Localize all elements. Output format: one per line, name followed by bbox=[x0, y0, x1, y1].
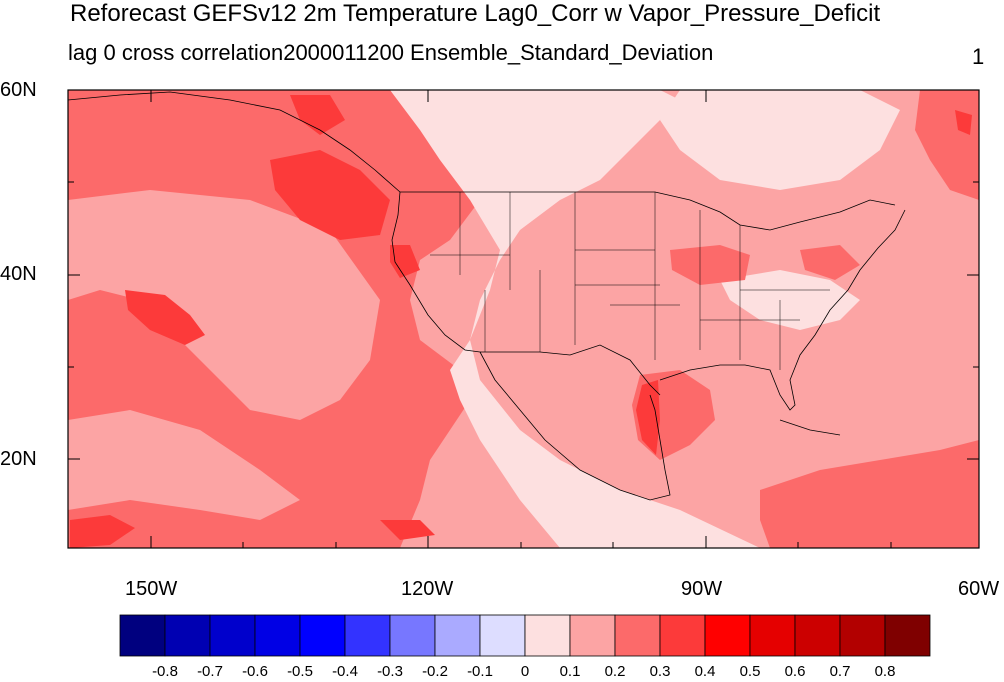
us-west-coast bbox=[391, 191, 481, 353]
field-stronger-3 bbox=[70, 515, 135, 548]
gulf-coast bbox=[659, 209, 906, 411]
colorbar-tick-label: 0 bbox=[521, 663, 529, 680]
colorbar-swatch bbox=[299, 614, 346, 657]
colorbar-tick-label: -0.1 bbox=[467, 663, 493, 680]
map-panel bbox=[67, 89, 980, 549]
field-stronger-alaska bbox=[290, 95, 345, 135]
colorbar-swatch bbox=[209, 614, 256, 657]
state-lines-east bbox=[654, 192, 830, 370]
field-strong-caribbean bbox=[760, 440, 979, 548]
lon-label-150w: 150W bbox=[125, 578, 178, 600]
colorbar-swatch bbox=[254, 614, 301, 657]
lat-label-40n: 40N bbox=[0, 263, 37, 285]
cuba bbox=[779, 419, 841, 436]
colorbar-swatch bbox=[164, 614, 211, 657]
colorbar-swatch bbox=[794, 614, 841, 657]
axis-ticks bbox=[68, 89, 980, 548]
colorbar-tick-label: -0.6 bbox=[242, 663, 268, 680]
us-border-north bbox=[400, 191, 896, 231]
field-stronger-4 bbox=[380, 520, 435, 540]
mexico-coast bbox=[479, 351, 671, 501]
colorbar-tick-label: 0.3 bbox=[650, 663, 671, 680]
colorbar-tick-label: -0.5 bbox=[287, 663, 313, 680]
field-light-ne bbox=[660, 90, 900, 190]
colorbar-swatch bbox=[884, 614, 931, 657]
colorbar-swatch bbox=[434, 614, 481, 657]
lon-label-120w: 120W bbox=[401, 578, 454, 600]
colorbar-tick-label: 0.4 bbox=[695, 663, 716, 680]
colorbar: -0.8 -0.7 -0.6 -0.5 -0.4 -0.3 -0.2 -0.1 0 0.1 0.2 0… bbox=[119, 614, 931, 680]
colorbar-swatch bbox=[479, 614, 526, 657]
field-light-land bbox=[390, 90, 760, 548]
colorbar-swatch bbox=[749, 614, 796, 657]
colorbar-tick-label: -0.4 bbox=[332, 663, 358, 680]
map-subtitle: lag 0 cross correlation2000011200 Ensemb… bbox=[68, 40, 714, 65]
colorbar-swatch bbox=[524, 614, 571, 657]
map-title: Reforecast GEFSv12 2m Temperature Lag0_C… bbox=[70, 0, 881, 27]
canada-coast bbox=[67, 91, 401, 193]
lat-label-20n: 20N bbox=[0, 448, 37, 470]
colorbar-tick-label: 0.1 bbox=[560, 663, 581, 680]
field-strong-alaska bbox=[225, 105, 290, 135]
field-stronger-1 bbox=[270, 150, 390, 240]
colorbar-swatch bbox=[344, 614, 391, 657]
lat-label-60n: 60N bbox=[0, 79, 37, 101]
field-light-east bbox=[720, 270, 860, 330]
colorbar-swatch bbox=[614, 614, 661, 657]
field-moderate-ocean2 bbox=[68, 410, 300, 520]
colorbar-swatch bbox=[569, 614, 616, 657]
colorbar-tick-label: 0.8 bbox=[875, 663, 896, 680]
field-strong-east-coast bbox=[800, 245, 860, 280]
colorbar-tick-label: -0.8 bbox=[152, 663, 178, 680]
colorbar-swatch bbox=[839, 614, 886, 657]
panel-number: 1 bbox=[972, 44, 985, 69]
colorbar-tick-label: 0.2 bbox=[605, 663, 626, 680]
colorbar-tick-label: 0.7 bbox=[830, 663, 851, 680]
field-stronger-2 bbox=[125, 290, 205, 345]
field-stronger-gulf bbox=[636, 380, 660, 455]
lon-label-60w: 60W bbox=[958, 578, 1000, 600]
colorbar-swatch bbox=[389, 614, 436, 657]
coastlines bbox=[67, 91, 906, 501]
map-frame bbox=[67, 89, 980, 549]
colorbar-tick-label: -0.2 bbox=[422, 663, 448, 680]
field-strong-central bbox=[670, 245, 750, 285]
lon-label-90w: 90W bbox=[681, 578, 723, 600]
colorbar-tick-label: -0.7 bbox=[197, 663, 223, 680]
colorbar-tick-label: 0.6 bbox=[785, 663, 806, 680]
colorbar-tick-label: 0.5 bbox=[740, 663, 761, 680]
field-moderate-ocean bbox=[68, 190, 380, 420]
colorbar-swatch bbox=[704, 614, 751, 657]
state-lines-west bbox=[430, 192, 680, 352]
colorbar-swatch bbox=[659, 614, 706, 657]
colorbar-tick-label: -0.3 bbox=[377, 663, 403, 680]
field-stronger-5 bbox=[390, 245, 420, 278]
colorbar-swatch bbox=[119, 614, 166, 657]
field-stronger-atlantic bbox=[955, 110, 972, 135]
